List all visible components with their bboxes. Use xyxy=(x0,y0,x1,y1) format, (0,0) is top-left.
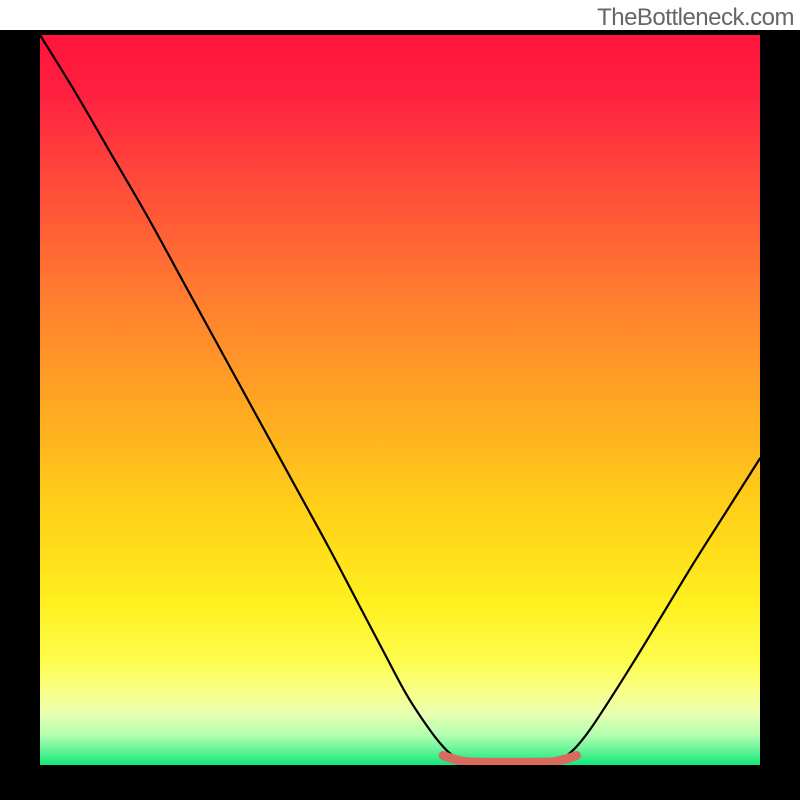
watermark-text: TheBottleneck.com xyxy=(597,4,794,32)
bottleneck-curve-chart: TheBottleneck.com xyxy=(0,0,800,800)
plot-frame xyxy=(0,0,40,800)
chart-svg xyxy=(0,0,800,800)
plot-background xyxy=(40,35,760,765)
plot-frame xyxy=(0,765,800,800)
plot-frame xyxy=(760,0,800,800)
